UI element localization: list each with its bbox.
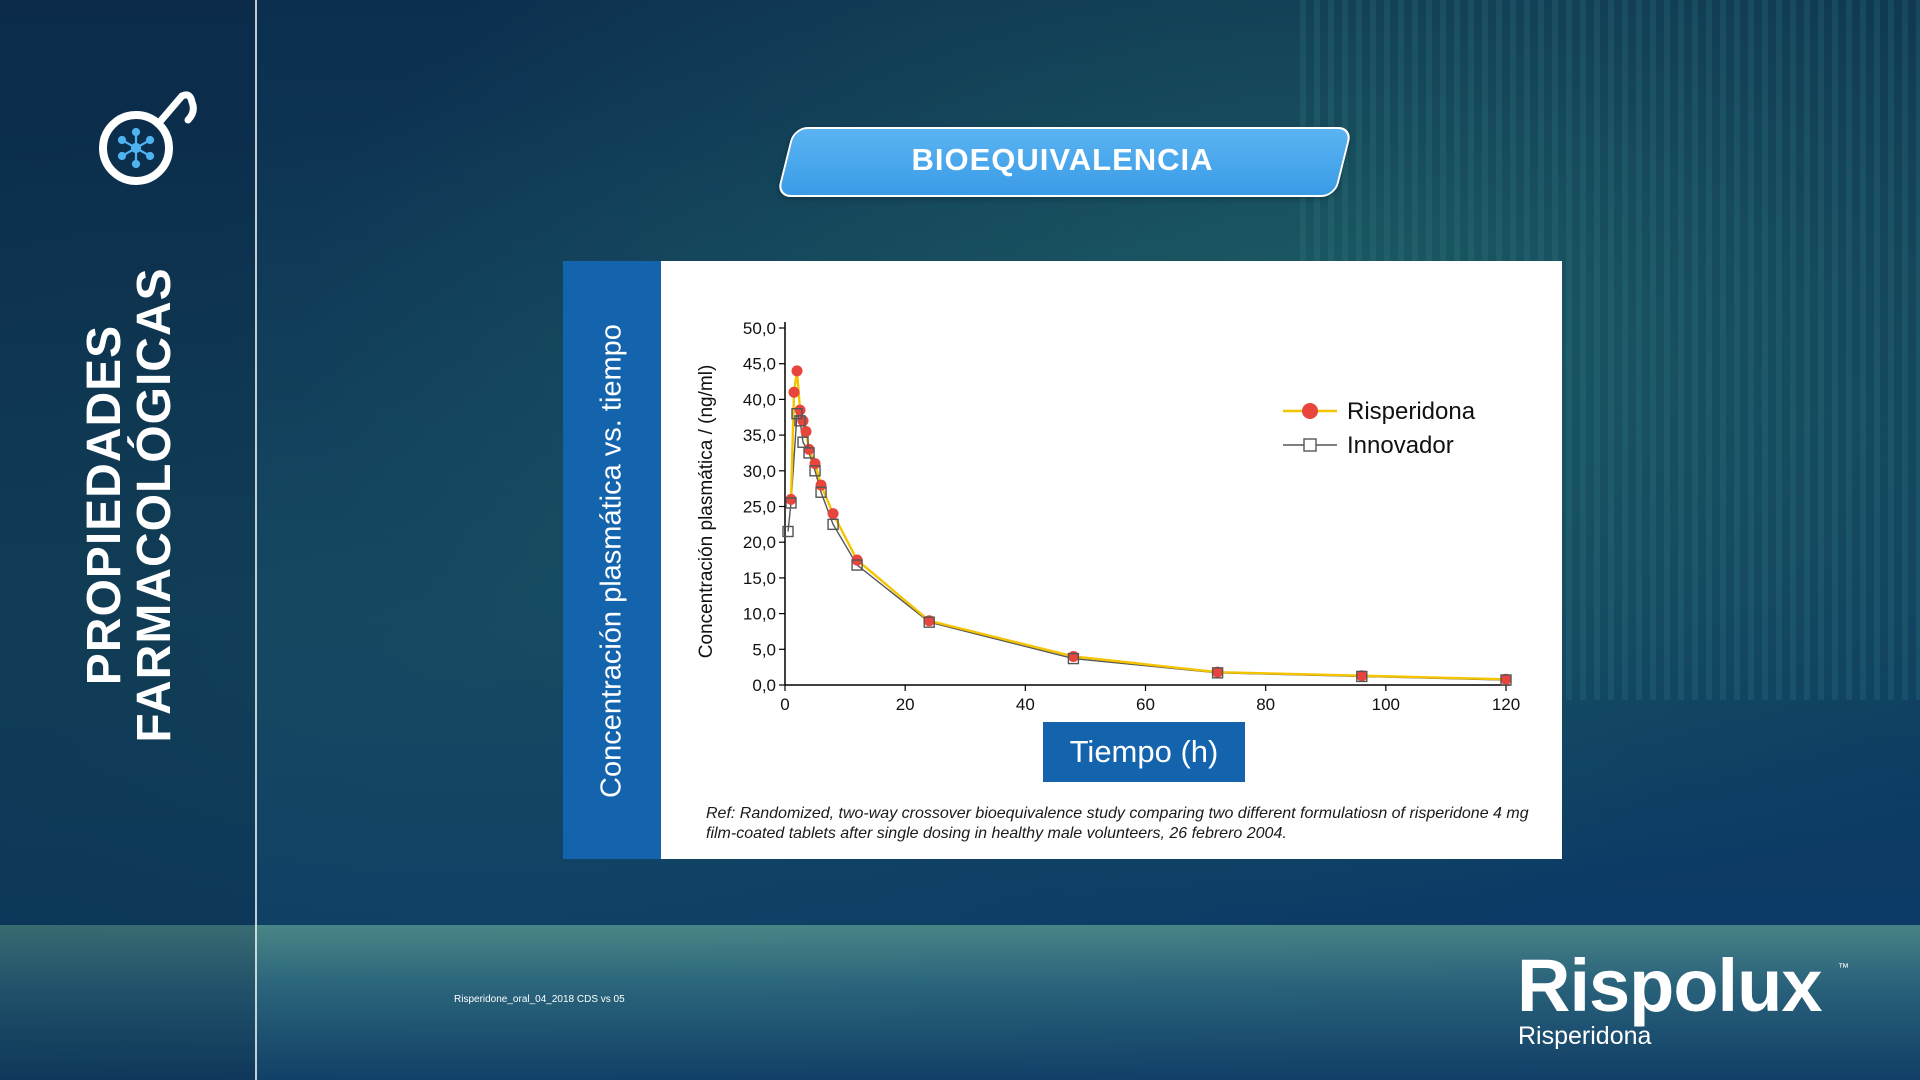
point-risperidona	[794, 404, 806, 416]
point-risperidona	[1067, 650, 1079, 662]
point-innovador	[1067, 652, 1080, 665]
sidebar-title: PROPIEDADES FARMACOLÓGICAS	[78, 267, 181, 743]
pk-chart: 0,0 5,0 10,0 15,0 20,0 25,0 30,0 35,0 40,0 45,0 50…	[696, 319, 1520, 714]
point-risperidona	[785, 493, 797, 505]
point-innovador	[1211, 667, 1224, 679]
point-risperidona	[1212, 666, 1224, 678]
sidebar: PROPIEDADES FARMACOLÓGICAS	[0, 0, 257, 1080]
y-axis-label: Concentración plasmática / (ng/ml)	[696, 365, 717, 659]
y-tick-label: 20,0	[743, 533, 776, 552]
x-tick-label: 20	[896, 695, 915, 714]
point-risperidona	[923, 615, 935, 627]
point-innovador	[785, 497, 797, 509]
point-risperidona	[800, 426, 812, 438]
x-tick-label: 120	[1492, 695, 1520, 714]
point-innovador	[809, 465, 821, 477]
point-risperidona	[791, 365, 803, 377]
point-risperidona	[797, 415, 809, 427]
y-tick-label: 35,0	[743, 426, 776, 445]
brand-trademark: ™	[1838, 962, 1849, 974]
sidebar-title-line1: PROPIEDADES	[78, 324, 131, 686]
point-innovador	[1356, 670, 1368, 683]
brand-subtitle: Risperidona	[1518, 1022, 1652, 1050]
x-tick-label: 0	[780, 695, 789, 714]
point-innovador	[797, 436, 809, 448]
sidebar-title-line2: FARMACOLÓGICAS	[128, 267, 181, 743]
point-innovador	[782, 525, 794, 538]
y-tick-label: 40,0	[743, 390, 776, 409]
x-tick-label: 80	[1256, 695, 1275, 714]
point-innovador	[815, 486, 827, 498]
point-risperidona	[809, 458, 821, 470]
point-risperidona	[803, 443, 815, 455]
card-sidebar: Concentración plasmática vs. tiempo	[563, 261, 661, 859]
legend-marker-innovador	[1303, 438, 1317, 452]
x-tick-label: 40	[1016, 695, 1035, 714]
y-tick-label: 0,0	[752, 676, 776, 695]
point-risperidona	[815, 479, 827, 491]
reference-note: Ref: Randomized, two-way crossover bioeq…	[706, 805, 1529, 842]
point-risperidona	[1500, 673, 1512, 685]
y-tick-label: 10,0	[743, 605, 776, 624]
y-tick-label: 15,0	[743, 569, 776, 588]
y-tick-label: 50,0	[743, 319, 776, 338]
y-tick-label: 45,0	[743, 355, 776, 374]
x-tick-label: 100	[1372, 695, 1400, 714]
point-innovador	[794, 415, 806, 427]
point-risperidona	[827, 508, 839, 520]
point-innovador	[827, 518, 839, 531]
molecule-note-icon	[99, 91, 197, 185]
chart-card: Concentración plasmática vs. tiempo 0,0 5…	[563, 261, 1562, 859]
y-tick-label: 25,0	[743, 498, 776, 517]
background-floor	[0, 925, 1920, 1080]
point-risperidona	[1356, 670, 1368, 682]
brand-logo: Rispolux	[1517, 944, 1822, 1027]
y-tick-label: 30,0	[743, 462, 776, 481]
page-title: BIOEQUIVALENCIA	[911, 142, 1214, 177]
point-innovador	[1500, 674, 1512, 686]
document-code: Risperidone_oral_04_2018 CDS vs 05	[454, 994, 625, 1005]
legend-marker-risperidona	[1302, 403, 1318, 419]
point-innovador	[791, 407, 803, 420]
legend-label-risperidona: Risperidona	[1347, 398, 1476, 425]
y-tick-label: 5,0	[752, 640, 776, 659]
legend-label-innovador: Innovador	[1347, 432, 1454, 459]
point-risperidona	[788, 386, 800, 398]
point-innovador	[803, 447, 815, 459]
x-axis-label: Tiempo (h)	[1043, 722, 1245, 782]
x-tick-label: 60	[1136, 695, 1155, 714]
point-innovador	[851, 559, 863, 571]
point-innovador	[923, 616, 935, 628]
